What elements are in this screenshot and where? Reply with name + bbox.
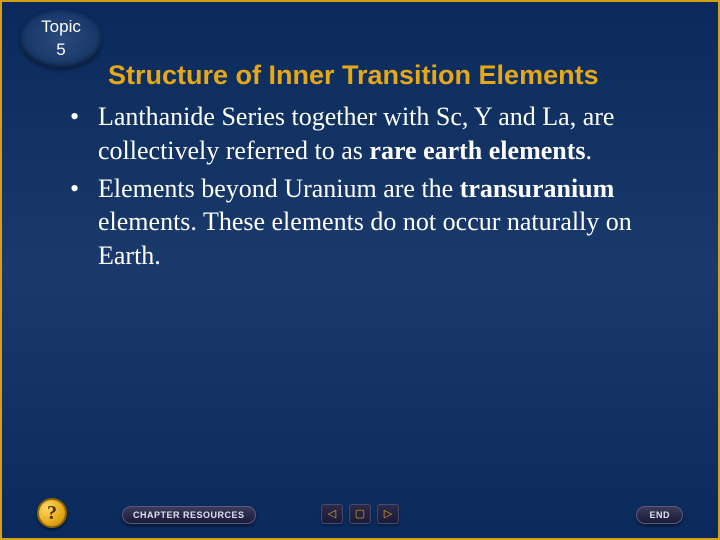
next-button[interactable]: ▷	[377, 504, 399, 524]
end-button[interactable]: END	[636, 506, 683, 524]
prev-button[interactable]: ◁	[321, 504, 343, 524]
bottom-nav-bar: ? CHAPTER RESOURCES ◁ ▢ ▷ END	[2, 492, 718, 528]
help-button[interactable]: ?	[37, 498, 67, 528]
bullet-post: .	[586, 136, 593, 165]
topic-badge: Topic 5	[20, 10, 102, 68]
nav-group: ◁ ▢ ▷	[321, 504, 399, 524]
bullet-post: elements. These elements do not occur na…	[98, 207, 632, 270]
slide-title: Structure of Inner Transition Elements	[108, 60, 599, 91]
bullet-item: Lanthanide Series together with Sc, Y an…	[62, 100, 678, 168]
bullet-pre: Elements beyond Uranium are the	[98, 174, 460, 203]
topic-label: Topic	[41, 17, 81, 36]
topic-badge-text: Topic 5	[20, 10, 102, 62]
slide-content: Lanthanide Series together with Sc, Y an…	[62, 100, 678, 277]
bullet-bold: transuranium	[460, 174, 615, 203]
chapter-resources-button[interactable]: CHAPTER RESOURCES	[122, 506, 256, 524]
topic-number: 5	[56, 40, 65, 59]
stop-button[interactable]: ▢	[349, 504, 371, 524]
bullet-item: Elements beyond Uranium are the transura…	[62, 172, 678, 273]
bullet-bold: rare earth elements	[369, 136, 585, 165]
